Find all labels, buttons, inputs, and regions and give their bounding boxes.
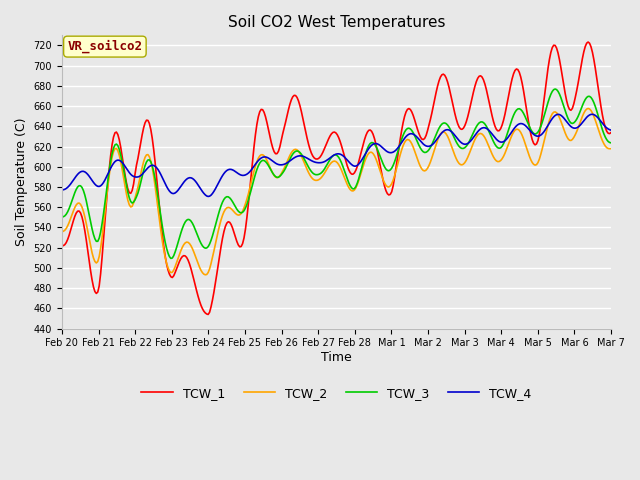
TCW_3 (607, 140, 615, 146)
TCW_4 (58, 187, 66, 193)
TCW_1 (342, 158, 349, 164)
TCW_4 (532, 133, 540, 139)
TCW_2 (77, 202, 84, 207)
TCW_2 (532, 162, 540, 168)
TCW_3 (94, 239, 102, 244)
Title: Soil CO2 West Temperatures: Soil CO2 West Temperatures (228, 15, 445, 30)
TCW_4 (606, 127, 614, 132)
TCW_3 (167, 255, 175, 261)
Text: VR_soilco2: VR_soilco2 (67, 40, 142, 53)
TCW_1 (94, 289, 102, 295)
TCW_3 (77, 183, 84, 189)
TCW_4 (451, 132, 459, 138)
TCW_2 (202, 272, 209, 277)
TCW_4 (607, 127, 615, 133)
TCW_3 (606, 140, 614, 145)
TCW_2 (342, 178, 349, 184)
TCW_2 (94, 259, 102, 264)
TCW_4 (589, 111, 596, 117)
TCW_1 (606, 131, 614, 136)
X-axis label: Time: Time (321, 351, 352, 364)
TCW_2 (606, 146, 614, 152)
TCW_3 (551, 86, 559, 92)
TCW_2 (607, 146, 615, 152)
TCW_2 (451, 152, 459, 158)
TCW_1 (204, 312, 212, 317)
Line: TCW_1: TCW_1 (62, 42, 611, 314)
TCW_3 (451, 136, 459, 142)
TCW_1 (584, 39, 592, 45)
TCW_3 (342, 172, 349, 178)
TCW_1 (77, 210, 84, 216)
TCW_1 (451, 110, 459, 116)
TCW_1 (607, 130, 615, 135)
TCW_2 (58, 229, 66, 235)
TCW_3 (532, 131, 540, 136)
TCW_4 (77, 169, 84, 175)
Line: TCW_3: TCW_3 (62, 89, 611, 258)
Line: TCW_4: TCW_4 (62, 114, 611, 196)
TCW_4 (342, 156, 349, 161)
TCW_1 (532, 141, 540, 147)
TCW_3 (58, 214, 66, 220)
TCW_4 (204, 193, 212, 199)
Y-axis label: Soil Temperature (C): Soil Temperature (C) (15, 118, 28, 246)
Line: TCW_2: TCW_2 (62, 108, 611, 275)
Legend: TCW_1, TCW_2, TCW_3, TCW_4: TCW_1, TCW_2, TCW_3, TCW_4 (136, 382, 536, 405)
TCW_1 (58, 243, 66, 249)
TCW_2 (584, 106, 592, 111)
TCW_4 (94, 183, 102, 189)
